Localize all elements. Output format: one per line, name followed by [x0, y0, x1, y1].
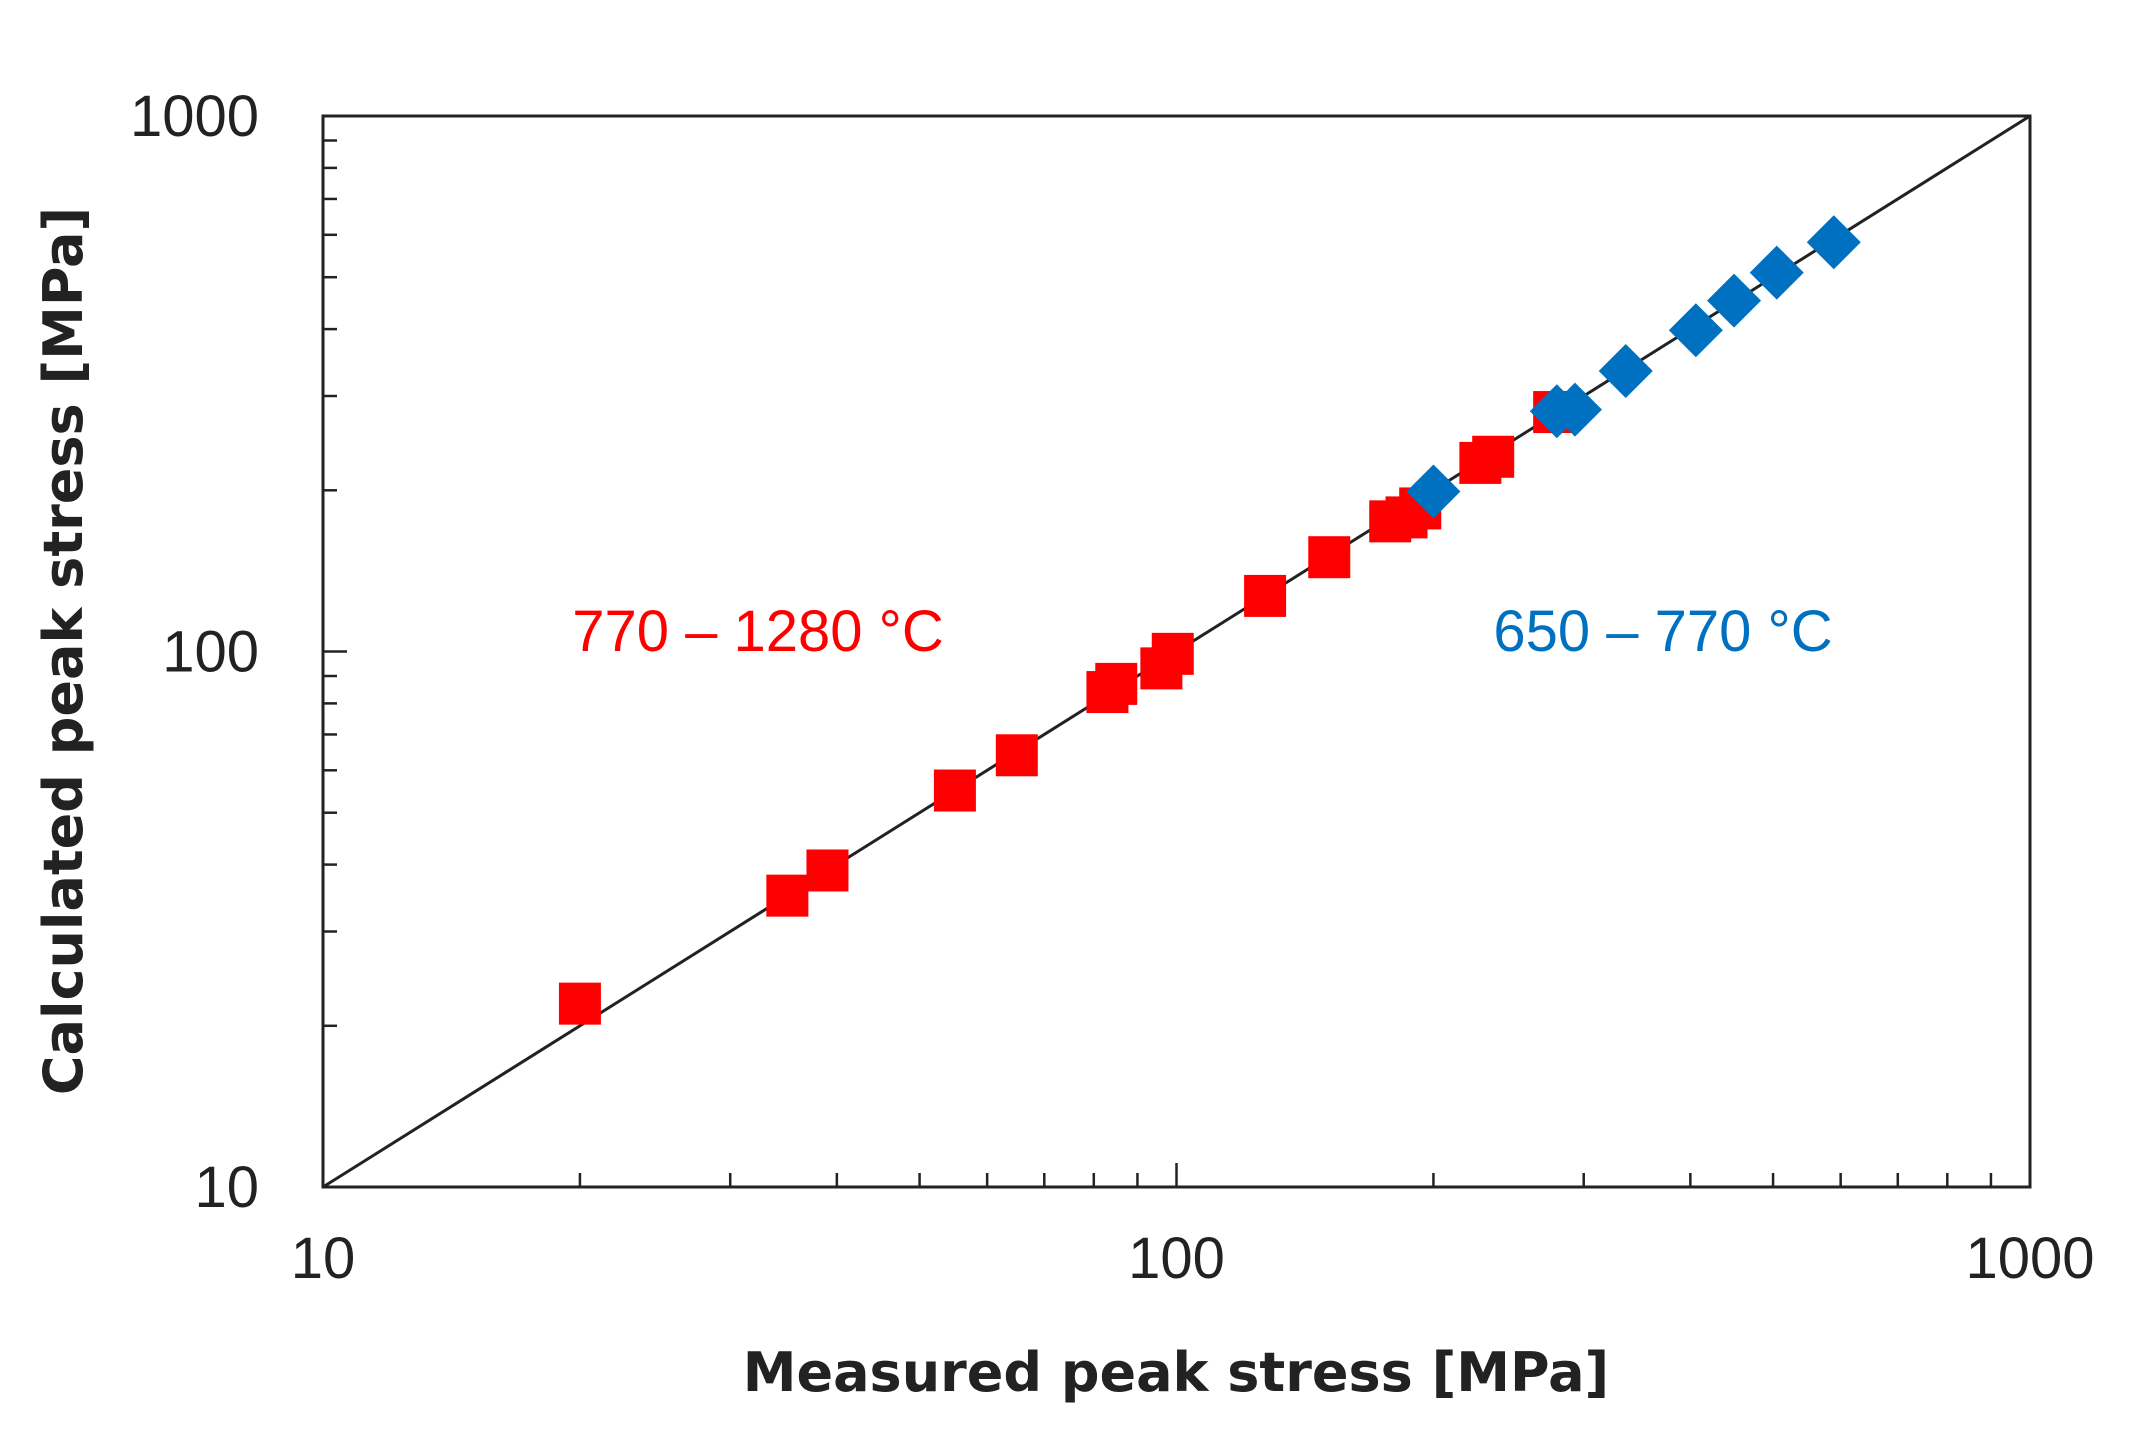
y-tick-labels: 10 100 1000 — [130, 84, 259, 1220]
y-tick-label: 1000 — [130, 84, 259, 149]
data-point-series-1 — [1406, 464, 1461, 519]
annotation-low-temp: 650 – 770 °C — [1493, 599, 1832, 664]
x-tick-label: 10 — [291, 1226, 356, 1291]
data-point-series-0 — [766, 874, 809, 917]
data-point-series-0 — [995, 734, 1038, 777]
data-point-series-1 — [1749, 245, 1804, 300]
data-points — [558, 215, 1861, 1025]
y-tick-label: 100 — [162, 620, 259, 685]
x-axis-title: Measured peak stress [MPa] — [743, 1341, 1609, 1404]
minor-ticks — [323, 139, 1993, 1187]
data-point-series-1 — [1806, 215, 1861, 270]
data-point-series-0 — [1472, 435, 1515, 478]
data-point-series-0 — [1308, 536, 1351, 579]
data-point-series-0 — [933, 769, 976, 812]
data-point-series-1 — [1668, 303, 1723, 358]
data-point-series-1 — [1547, 382, 1602, 437]
data-point-series-1 — [1598, 344, 1653, 399]
x-tick-label: 1000 — [1965, 1226, 2094, 1291]
y-axis-title: Calculated peak stress [MPa] — [32, 207, 95, 1095]
annotation-high-temp: 770 – 1280 °C — [572, 599, 943, 664]
data-point-series-0 — [1095, 662, 1138, 705]
x-tick-labels: 10 100 1000 — [291, 1226, 2095, 1291]
data-point-series-0 — [1151, 632, 1194, 675]
data-point-series-0 — [1244, 574, 1287, 617]
data-point-series-1 — [1707, 273, 1762, 328]
data-point-series-0 — [806, 849, 849, 892]
y-tick-label: 10 — [194, 1155, 259, 1220]
data-point-series-0 — [558, 982, 601, 1025]
x-tick-label: 100 — [1128, 1226, 1225, 1291]
